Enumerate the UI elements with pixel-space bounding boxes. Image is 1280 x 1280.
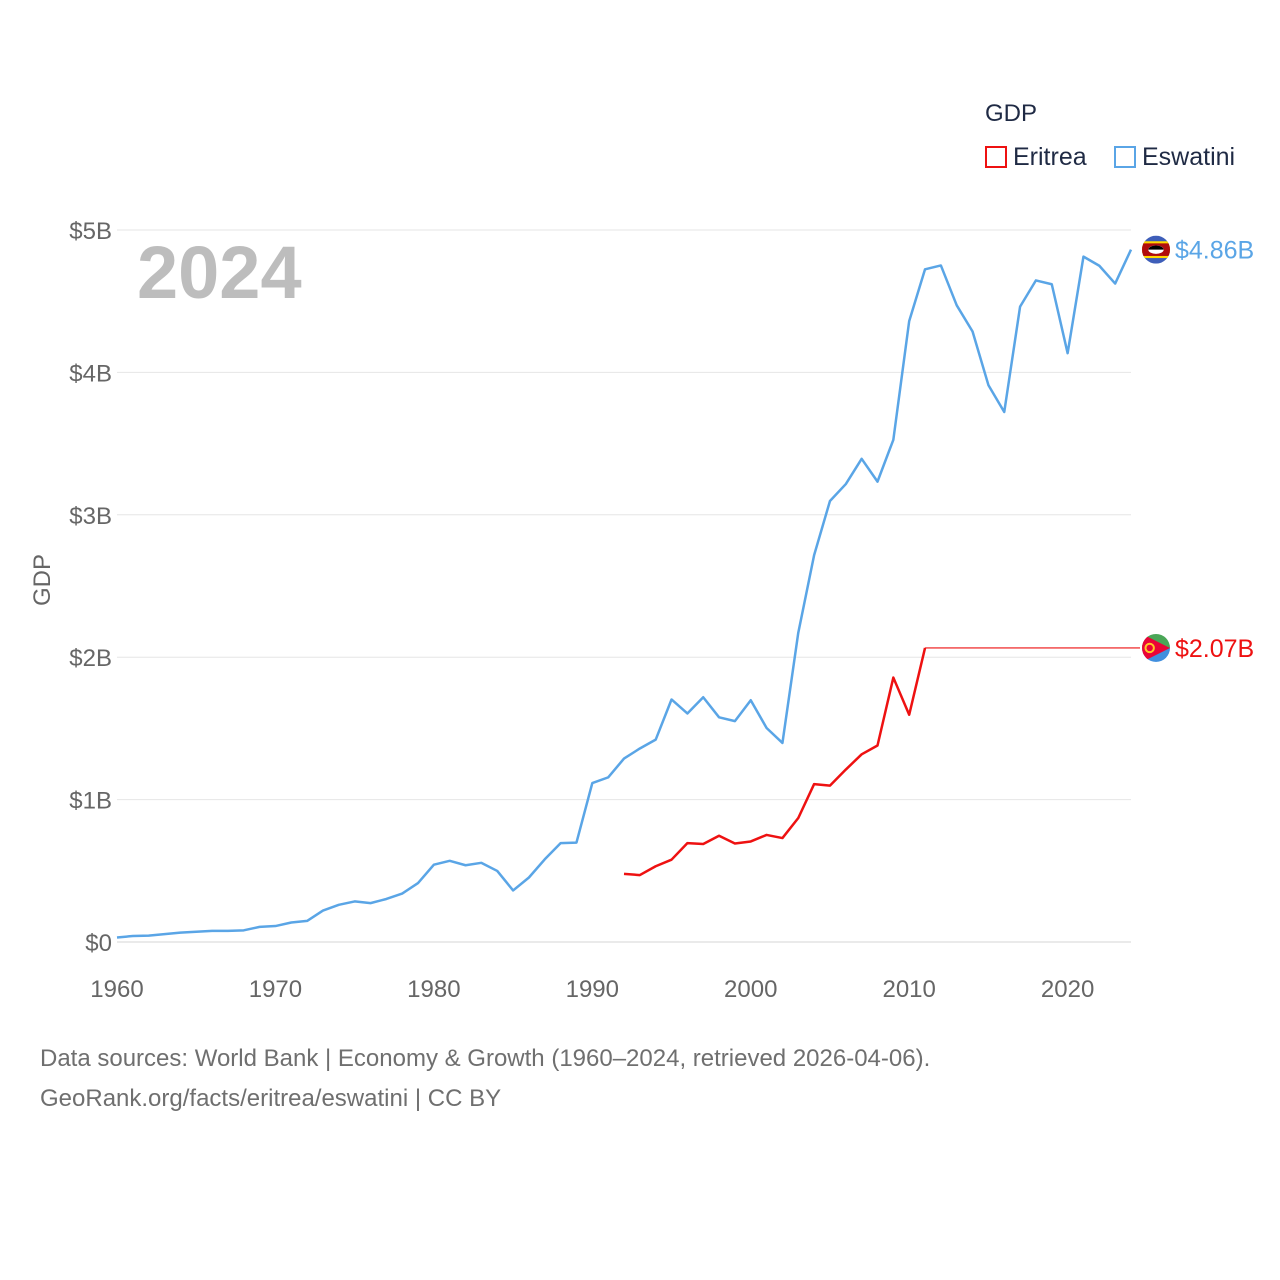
x-tick-label: 2000 [724,976,777,1003]
x-tick-label: 1960 [90,976,143,1003]
x-tick-label: 1980 [407,976,460,1003]
legend-swatch-eswatini [1114,146,1136,168]
x-tick-label: 1970 [249,976,302,1003]
x-tick-label: 1990 [566,976,619,1003]
gridlines [117,229,1131,943]
legend-label-eritrea: Eritrea [1013,142,1087,171]
y-tick-label: $2B [69,645,112,672]
series-lines [116,249,1140,939]
y-tick-label: $0 [85,930,112,957]
end-label-eswatini: $4.86B [1175,237,1254,265]
eritrea-flag-icon [1142,633,1170,662]
y-tick-labels: $0 $1B $2B $3B $4B $5B [69,218,112,957]
footer-sources: Data sources: World Bank | Economy & Gro… [40,1045,931,1072]
y-tick-label: $5B [69,218,112,245]
year-watermark: 2024 [137,231,302,314]
series-line-eritrea [623,647,927,877]
y-tick-label: $1B [69,788,112,815]
y-tick-label: $4B [69,360,112,387]
end-label-eritrea: $2.07B [1175,635,1254,663]
legend-item-eritrea[interactable]: Eritrea [985,142,1087,172]
end-markers: $2.07B $4.86B [1142,235,1254,663]
x-tick-labels: 1960 1970 1980 1990 2000 2010 2020 [90,976,1094,1003]
legend-title: GDP [985,100,1038,127]
legend-label-eswatini: Eswatini [1142,142,1236,171]
y-tick-label: $3B [69,503,112,530]
footer-attribution[interactable]: GeoRank.org/facts/eritrea/eswatini | CC … [40,1085,502,1112]
legend-item-eswatini[interactable]: Eswatini [1114,142,1235,172]
x-tick-label: 2020 [1041,976,1094,1003]
x-tick-label: 2010 [882,976,935,1003]
legend-swatch-eritrea [985,146,1007,168]
eswatini-flag-icon [1142,235,1170,264]
y-axis-label: GDP [29,554,56,606]
series-line-eswatini [116,249,1133,939]
